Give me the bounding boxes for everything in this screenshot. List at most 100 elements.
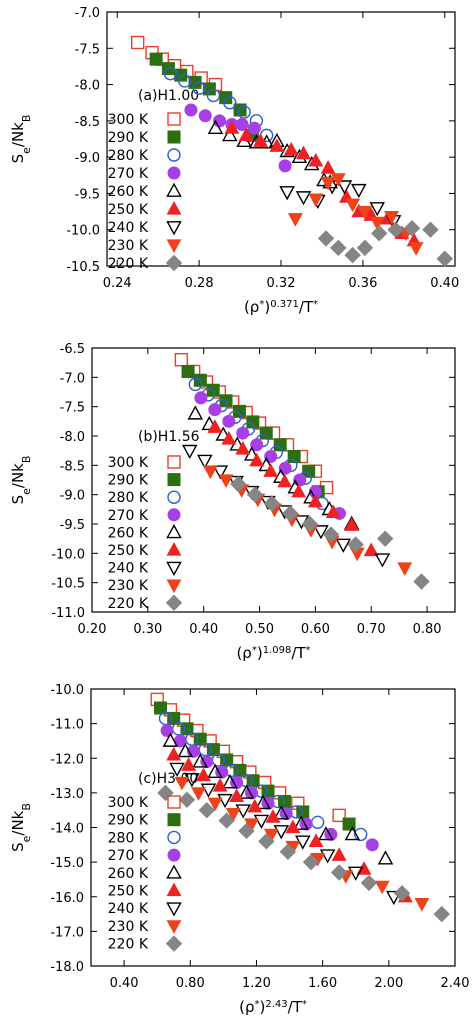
legend-label: 270 K (108, 166, 149, 182)
data-point (230, 475, 247, 493)
data-point (397, 562, 413, 576)
legend-label: 240 K (108, 220, 149, 236)
data-point (174, 776, 190, 791)
data-point (258, 833, 275, 850)
data-point (393, 885, 411, 902)
legend-label: 300 K (108, 455, 149, 471)
data-point (436, 250, 453, 267)
data-point (371, 225, 388, 242)
x-tick-label: 2.40 (441, 976, 470, 991)
data-point (384, 210, 399, 225)
panel-label: (b)H1.56 (138, 429, 200, 445)
data-point (376, 530, 394, 547)
data-point (212, 465, 229, 480)
data-point (285, 819, 301, 834)
data-point (235, 440, 251, 455)
data-point (217, 793, 233, 809)
data-point (264, 450, 278, 464)
data-point (273, 438, 287, 452)
y-tick-label: -7.0 (75, 6, 100, 21)
data-point (322, 526, 340, 543)
data-point (302, 853, 320, 871)
data-point (235, 117, 249, 131)
y-tick-label: -11.0 (51, 606, 85, 621)
data-point (166, 746, 182, 761)
data-point (278, 159, 292, 173)
legend-label: 270 K (108, 848, 149, 864)
data-point (206, 88, 221, 103)
legend-label: 220 K (108, 596, 149, 612)
y-tick-label: -9.0 (75, 151, 100, 166)
data-point (273, 825, 290, 840)
y-tick-label: -7.5 (60, 401, 85, 416)
data-point (194, 391, 208, 405)
y-tick-label: -12.0 (50, 752, 84, 767)
plot-frame (91, 347, 456, 613)
data-point (387, 221, 404, 238)
legend-label: 290 K (108, 473, 149, 489)
data-point (207, 419, 223, 433)
data-point (344, 517, 360, 531)
data-point (269, 138, 285, 152)
data-point (184, 103, 198, 117)
series-220k (317, 220, 453, 267)
data-point (157, 784, 174, 802)
data-point (222, 774, 238, 789)
x-tick-label: 2.00 (374, 976, 403, 991)
data-point (287, 213, 303, 227)
data-point (198, 109, 212, 123)
x-tick-label: 0.40 (110, 976, 139, 991)
data-point (202, 82, 216, 96)
data-point (365, 838, 379, 852)
data-point (293, 815, 309, 830)
data-point (224, 120, 240, 134)
y-tick-label: -13.0 (50, 787, 84, 802)
legend-marker (166, 882, 182, 897)
y-tick-label: -14.0 (50, 822, 84, 837)
legend-marker (167, 112, 181, 126)
data-point (296, 145, 311, 160)
x-axis-label: (ρ*)0.371/T* (244, 298, 318, 316)
data-point (386, 890, 402, 906)
data-point (200, 783, 217, 798)
legend-label: 250 K (108, 202, 149, 218)
data-point (163, 66, 178, 81)
series-220k (230, 475, 430, 590)
data-point (330, 173, 346, 187)
data-point (344, 826, 361, 841)
data-point (236, 426, 250, 440)
legend-label: 220 K (108, 937, 149, 953)
legend-marker (165, 594, 183, 612)
data-point (207, 763, 223, 778)
legend-label: 280 K (108, 148, 149, 164)
legend-marker (167, 455, 181, 469)
x-tick-label: 0.60 (301, 622, 330, 637)
data-point (200, 755, 214, 769)
x-tick-label: 0.40 (430, 276, 459, 291)
legend-marker (166, 239, 182, 253)
legend-label: 290 K (108, 813, 149, 829)
legend-label: 300 K (108, 795, 149, 811)
x-tick-label: 0.30 (133, 622, 162, 637)
data-point (414, 898, 430, 912)
y-tick-label: -10.0 (50, 683, 84, 698)
series-250k (166, 746, 413, 903)
data-point (215, 765, 229, 779)
series-250k (207, 419, 379, 557)
series-260k (162, 732, 394, 865)
legend-marker (167, 166, 181, 180)
legend-label: 260 K (108, 525, 149, 541)
legend-marker (166, 201, 182, 215)
panel-1: 0.24 0.28 0.32 0.36 0.40 -10.5 -10.0 -9.5 -9.0 -8… (9, 6, 459, 316)
y-tick-label: -10.5 (51, 577, 85, 592)
legend-label: 230 K (108, 238, 149, 254)
data-point (291, 483, 307, 498)
data-point (344, 246, 361, 264)
data-point (332, 808, 346, 823)
series-230k (287, 173, 424, 256)
y-tick-label: -10.0 (51, 547, 85, 562)
data-point (308, 152, 324, 167)
data-point (222, 127, 238, 142)
legend-label: 240 K (108, 901, 149, 917)
